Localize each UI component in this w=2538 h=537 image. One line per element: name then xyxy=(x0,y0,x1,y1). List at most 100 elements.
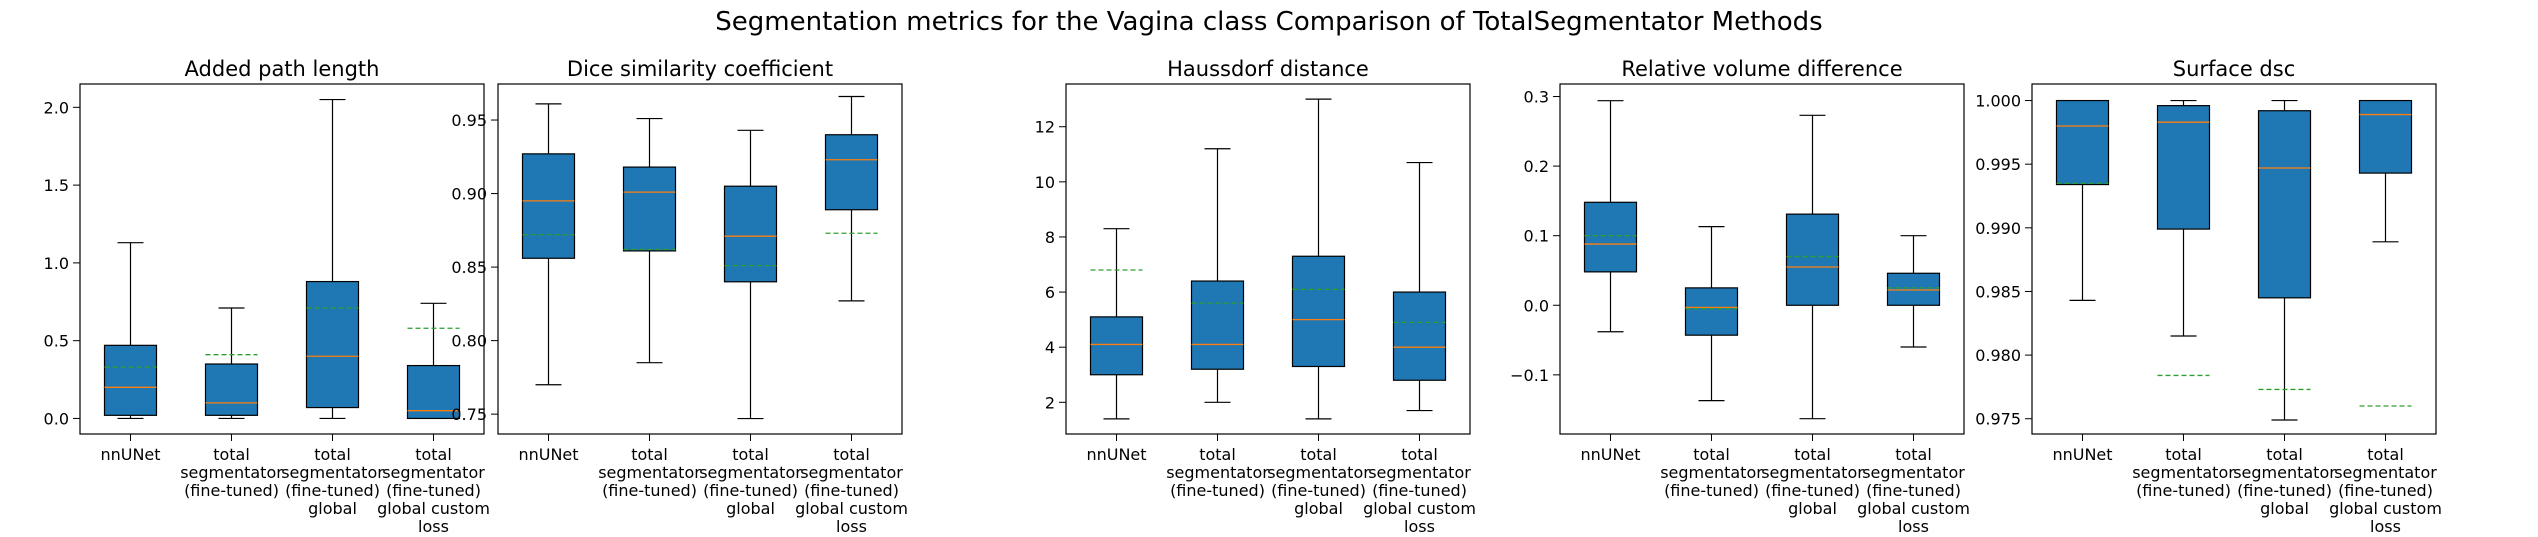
x-tick-label: nnUNet xyxy=(100,445,160,464)
y-tick-label: −0.1 xyxy=(1510,366,1549,385)
x-tick-label: total segmentator (fine-tuned) xyxy=(1660,445,1763,500)
x-tick-label-line: (fine-tuned) xyxy=(184,481,279,500)
x-tick-label-line: loss xyxy=(418,517,449,536)
x-tick-label-line: (fine-tuned) xyxy=(1664,481,1759,500)
x-tick-label-line: segmentator xyxy=(1862,463,1965,482)
box-1 xyxy=(1583,100,1638,333)
x-tick-label: total segmentator (fine-tuned) xyxy=(2132,445,2235,500)
x-tick-label: total segmentator (fine-tuned) xyxy=(1166,445,1269,500)
x-tick-label-line: segmentator xyxy=(382,463,485,482)
x-tick-label-line: total xyxy=(1895,445,1932,464)
box-2 xyxy=(1684,226,1739,402)
x-tick-label-line: total xyxy=(415,445,452,464)
iqr-box xyxy=(2055,99,2110,186)
x-tick-label-line: total xyxy=(833,445,870,464)
x-tick-label-line: segmentator xyxy=(1166,463,1269,482)
x-tick-label-line: (fine-tuned) xyxy=(1866,481,1961,500)
x-tick-label-line: segmentator xyxy=(2132,463,2235,482)
x-tick-label-line: total xyxy=(2266,445,2303,464)
y-tick-label: 2.0 xyxy=(44,98,69,117)
x-tick-label: total segmentator (fine-tuned) global xyxy=(1267,445,1370,518)
axes-frame xyxy=(1559,83,1965,435)
axes-frame xyxy=(1065,83,1471,435)
x-tick-label-line: total xyxy=(2165,445,2202,464)
x-tick-label: nnUNet xyxy=(1580,445,1640,464)
x-tick-label-line: nnUNet xyxy=(1580,445,1640,464)
iqr-box xyxy=(406,364,461,420)
x-tick-label-line: (fine-tuned) xyxy=(1372,481,1467,500)
figure-title: Segmentation metrics for the Vagina clas… xyxy=(715,7,1822,37)
y-tick-label: 0.80 xyxy=(451,332,487,351)
x-tick-label-line: (fine-tuned) xyxy=(1271,481,1366,500)
iqr-box xyxy=(1583,201,1638,273)
box-3 xyxy=(1291,98,1346,420)
x-tick-label: total segmentator (fine-tuned) global xyxy=(1761,445,1864,518)
x-tick-label-line: total xyxy=(1693,445,1730,464)
y-tick-label: 0.85 xyxy=(451,258,487,277)
box-2 xyxy=(2156,99,2211,377)
x-tick-label-line: segmentator xyxy=(1368,463,1471,482)
y-tick-label: 1.000 xyxy=(1975,92,2021,111)
x-tick-label: nnUNet xyxy=(1086,445,1146,464)
panel-title: Haussdorf distance xyxy=(1167,57,1369,81)
x-tick-label-line: (fine-tuned) xyxy=(2237,481,2332,500)
y-tick-label: 0.975 xyxy=(1975,410,2021,429)
axes-frame xyxy=(497,83,903,435)
iqr-box xyxy=(824,134,879,211)
x-tick-label-line: total xyxy=(1300,445,1337,464)
iqr-box xyxy=(521,153,576,259)
box-3 xyxy=(305,98,360,420)
x-tick-label-line: loss xyxy=(1898,517,1929,536)
iqr-box xyxy=(1392,291,1447,381)
x-tick-label-line: global xyxy=(2260,499,2309,518)
box-3 xyxy=(723,129,778,420)
x-tick-label-line: total xyxy=(314,445,351,464)
x-tick-label: total segmentator (fine-tuned) global xyxy=(699,445,802,518)
panel-4: Relative volume difference −0.1 0.0 0.1 0.2 0… xyxy=(1510,57,1970,536)
iqr-box xyxy=(204,363,259,416)
x-tick-label: total segmentator (fine-tuned) global xyxy=(2233,445,2336,518)
y-tick-label: 0.0 xyxy=(1524,296,1549,315)
x-tick-label: total segmentator (fine-tuned) global custo… xyxy=(795,445,908,536)
x-tick-label: nnUNet xyxy=(2052,445,2112,464)
x-tick-label-line: global xyxy=(1788,499,1837,518)
y-tick-label: 12 xyxy=(1035,118,1055,137)
box-4 xyxy=(1886,235,1941,348)
y-tick-label: 0.1 xyxy=(1524,227,1549,246)
panel-1: Added path length 0.0 0.5 1.0 1.5 2.0 nnUNet to… xyxy=(44,57,490,536)
x-tick-label-line: loss xyxy=(1404,517,1435,536)
panel-title: Dice similarity coefficient xyxy=(567,57,833,81)
x-tick-label-line: global custom xyxy=(2329,499,2442,518)
x-tick-label: total segmentator (fine-tuned) xyxy=(598,445,701,500)
y-tick-label: 0.2 xyxy=(1524,157,1549,176)
x-tick-label-line: (fine-tuned) xyxy=(2338,481,2433,500)
x-tick-label-line: total xyxy=(732,445,769,464)
box-1 xyxy=(103,242,158,420)
x-tick-label-line: segmentator xyxy=(598,463,701,482)
x-tick-label: total segmentator (fine-tuned) global custo… xyxy=(377,445,490,536)
x-tick-label-line: global xyxy=(308,499,357,518)
x-tick-label: total segmentator (fine-tuned) xyxy=(180,445,283,500)
x-tick-label: total segmentator (fine-tuned) global custo… xyxy=(2329,445,2442,536)
y-tick-label: 4 xyxy=(1045,338,1055,357)
x-tick-label-line: (fine-tuned) xyxy=(1170,481,1265,500)
iqr-box xyxy=(2257,110,2312,299)
x-tick-label-line: (fine-tuned) xyxy=(602,481,697,500)
iqr-box xyxy=(1684,287,1739,336)
x-tick-label-line: segmentator xyxy=(1660,463,1763,482)
x-tick-label: total segmentator (fine-tuned) global custo… xyxy=(1363,445,1476,536)
x-tick-label-line: (fine-tuned) xyxy=(1765,481,1860,500)
x-tick-label-line: (fine-tuned) xyxy=(703,481,798,500)
y-tick-label: 10 xyxy=(1035,173,1055,192)
x-tick-label-line: total xyxy=(213,445,250,464)
x-tick-label-line: segmentator xyxy=(1761,463,1864,482)
x-tick-label-line: global custom xyxy=(377,499,490,518)
x-tick-label-line: (fine-tuned) xyxy=(804,481,899,500)
box-4 xyxy=(824,95,879,302)
iqr-box xyxy=(723,185,778,283)
x-tick-label-line: total xyxy=(631,445,668,464)
x-tick-label-line: nnUNet xyxy=(2052,445,2112,464)
x-tick-label-line: loss xyxy=(2370,517,2401,536)
